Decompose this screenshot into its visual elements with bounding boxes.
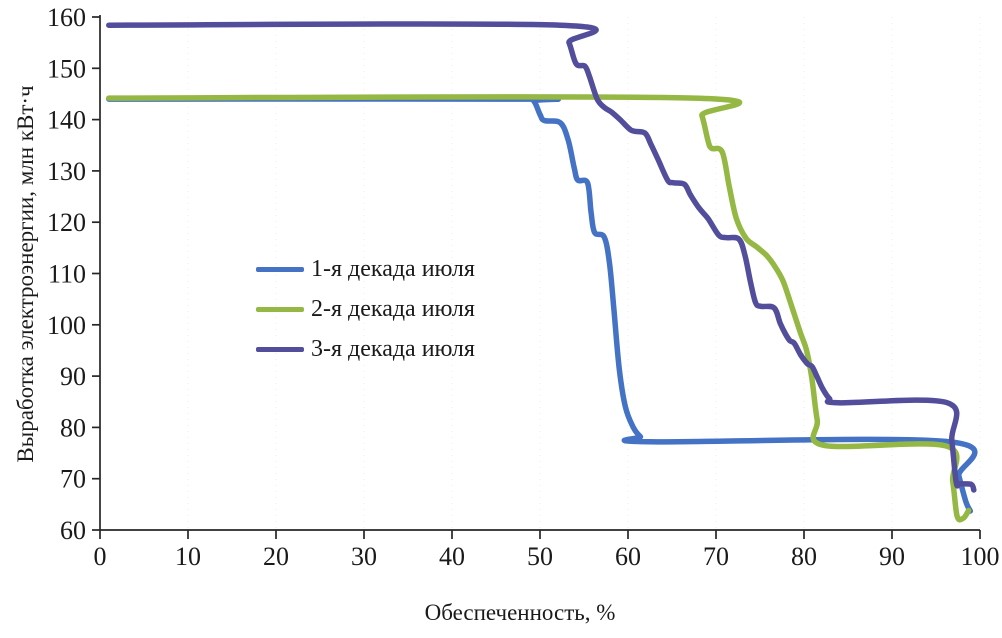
series-line-3: [106, 21, 977, 493]
series-line-2: [106, 94, 972, 523]
x-tick-label: 90: [879, 542, 905, 571]
y-tick-label: 130: [47, 157, 86, 186]
x-tick-label: 100: [961, 542, 1000, 571]
axes: [99, 15, 980, 531]
y-tick-label: 110: [48, 260, 86, 289]
legend-item-decade-3: 3-я декада июля: [256, 329, 475, 369]
x-tick-label: 50: [527, 542, 553, 571]
x-tick-label: 10: [175, 542, 201, 571]
y-tick-label: 160: [47, 3, 86, 32]
legend-label-decade-3: 3-я декада июля: [311, 335, 475, 362]
y-tick-label: 120: [47, 208, 86, 237]
legend-label-decade-2: 2-я декада июля: [311, 295, 475, 322]
y-tick-label: 60: [60, 516, 86, 545]
legend-item-decade-1: 1-я декада июля: [256, 249, 475, 289]
legend-swatch-decade-2: [256, 306, 304, 312]
y-tick-label: 70: [60, 465, 86, 494]
y-axis-title: Выработка электроэнергии, млн кВт·ч: [13, 85, 38, 463]
x-tick-label: 30: [351, 542, 377, 571]
y-tick-label: 90: [60, 362, 86, 391]
tick-marks: [92, 16, 981, 539]
series-line-1: [106, 96, 978, 514]
y-tick-label: 140: [47, 106, 86, 135]
legend-label-decade-1: 1-я декада июля: [311, 255, 475, 282]
series-lines: [106, 21, 978, 523]
x-tick-label: 20: [263, 542, 289, 571]
x-tick-label: 70: [703, 542, 729, 571]
legend: 1-я декада июля 2-я декада июля 3-я дека…: [256, 249, 475, 369]
y-tick-label: 80: [60, 413, 86, 442]
x-tick-label: 40: [439, 542, 465, 571]
tick-labels: 60 70 80 90 100 110 120 130 140 150 160 0 10 20 30 40 50…: [47, 3, 1000, 571]
x-tick-label: 60: [615, 542, 641, 571]
y-tick-label: 100: [47, 311, 86, 340]
x-tick-label: 0: [94, 542, 107, 571]
legend-item-decade-2: 2-я декада июля: [256, 289, 475, 329]
y-tick-label: 150: [47, 54, 86, 83]
legend-swatch-decade-3: [256, 346, 304, 352]
legend-swatch-decade-1: [256, 266, 304, 272]
x-tick-label: 80: [791, 542, 817, 571]
x-axis-title: Обеспеченность, %: [424, 600, 616, 625]
